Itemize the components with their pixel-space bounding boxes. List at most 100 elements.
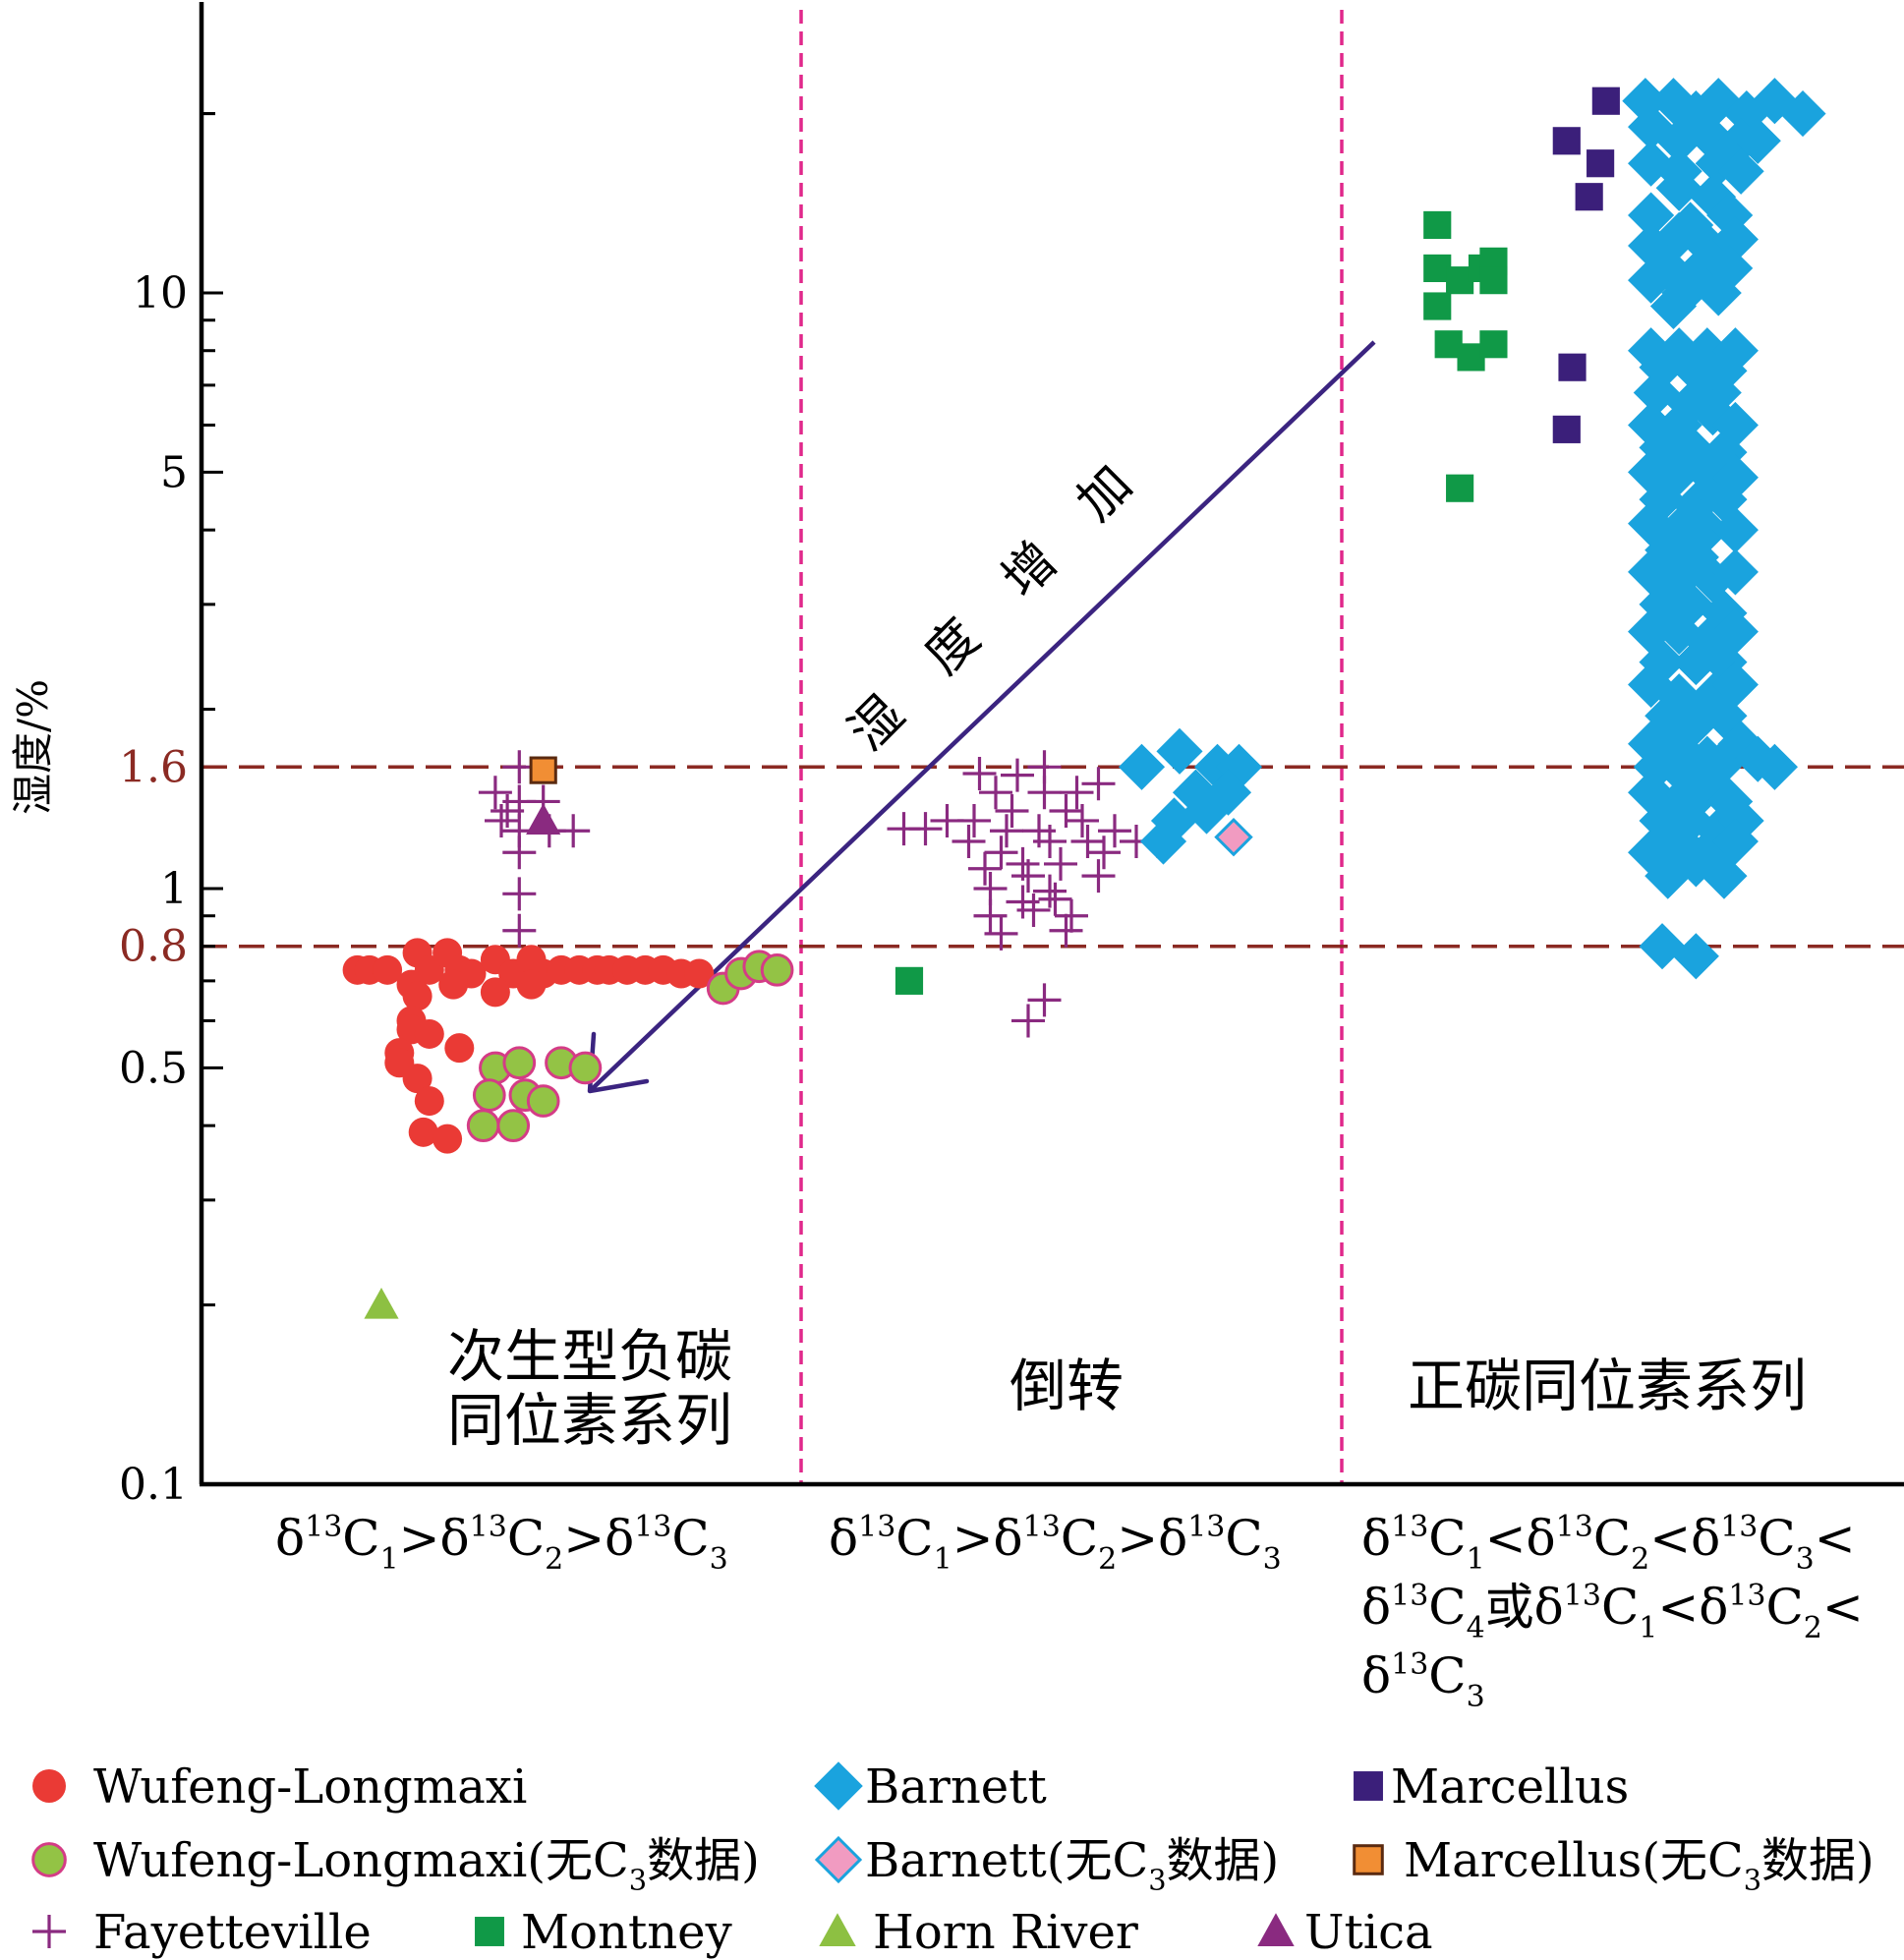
series-barnett <box>1118 78 1826 980</box>
series-utica <box>526 803 561 836</box>
legend-label: Barnett(无C3数据) <box>865 1833 1279 1896</box>
data-point <box>1695 269 1742 317</box>
data-point <box>466 1109 500 1143</box>
data-point <box>1591 86 1620 115</box>
data-point <box>1672 840 1719 888</box>
data-point <box>1479 266 1508 295</box>
data-point <box>1717 147 1764 195</box>
data-point <box>1214 817 1253 857</box>
data-point <box>1156 727 1203 775</box>
data-point <box>894 966 924 995</box>
data-point <box>433 1124 463 1154</box>
data-point <box>526 803 561 836</box>
data-point <box>373 954 403 985</box>
data-point <box>480 977 510 1008</box>
legend-marker <box>32 1769 66 1803</box>
series-marcellus <box>1552 86 1620 443</box>
data-point <box>529 756 557 784</box>
zone-title: 同位素系列 <box>447 1387 732 1454</box>
data-point <box>1587 149 1615 178</box>
data-point <box>556 814 591 848</box>
series-wufeng-longmaxi-c3- <box>466 950 794 1143</box>
data-point <box>1081 767 1116 801</box>
legend-item: Utica <box>1257 1905 1433 1960</box>
data-point <box>472 1078 506 1113</box>
data-point <box>1711 818 1759 865</box>
data-point <box>1060 776 1094 810</box>
data-point <box>1639 344 1686 391</box>
y-tick-label: 5 <box>160 447 188 497</box>
legend-item: Marcellus(无C3数据) <box>1353 1833 1875 1896</box>
data-point <box>502 836 537 870</box>
data-point <box>1423 210 1452 240</box>
legend-marker <box>475 1917 504 1946</box>
legend-item: Horn River <box>819 1905 1138 1960</box>
data-point <box>1552 415 1581 443</box>
zone-title: 倒转 <box>1010 1353 1124 1419</box>
data-point <box>1639 923 1686 970</box>
data-point <box>1628 448 1675 495</box>
data-point <box>984 916 1018 951</box>
data-point <box>957 803 991 837</box>
data-point <box>1649 282 1698 330</box>
axes <box>199 2 1904 1487</box>
data-point <box>1734 117 1781 164</box>
data-point <box>1711 548 1759 596</box>
data-point <box>1027 983 1062 1017</box>
legend-item: Barnett <box>814 1759 1047 1815</box>
y-tick-label: 1.6 <box>119 742 188 792</box>
series-horn-river <box>364 1287 399 1319</box>
data-point <box>908 812 943 846</box>
legend-marker <box>31 1842 67 1877</box>
legend-label: Utica <box>1304 1905 1433 1960</box>
data-point <box>526 1084 560 1118</box>
data-points <box>342 78 1826 1319</box>
data-point <box>402 1064 433 1094</box>
data-point <box>1701 476 1748 523</box>
data-point <box>1628 192 1675 239</box>
data-point <box>568 1051 603 1085</box>
data-point <box>1033 874 1067 908</box>
data-point <box>1011 1004 1045 1038</box>
data-point <box>979 776 1012 810</box>
data-point <box>438 969 469 1000</box>
data-point <box>496 1109 531 1143</box>
data-point <box>478 776 512 810</box>
legend-label: Marcellus <box>1391 1759 1629 1815</box>
data-point <box>1150 797 1198 844</box>
data-point <box>1423 292 1452 320</box>
data-point <box>1701 692 1748 739</box>
data-point <box>1779 90 1826 138</box>
data-point <box>1070 825 1105 859</box>
data-point <box>1667 581 1714 628</box>
zone-condition: δ13C1>δ13C2>δ13C3 <box>275 1510 728 1577</box>
data-point <box>414 1018 444 1049</box>
legend-marker <box>1257 1913 1295 1946</box>
reference-lines <box>202 765 1904 949</box>
data-point <box>968 851 1002 886</box>
data-point <box>1139 818 1187 865</box>
data-point <box>952 825 986 859</box>
data-point <box>408 1117 438 1147</box>
data-point <box>1044 846 1077 881</box>
data-point <box>990 814 1023 848</box>
legend-label: Fayetteville <box>93 1905 372 1960</box>
data-point <box>1711 215 1759 263</box>
data-point <box>502 913 537 948</box>
data-point <box>1055 898 1088 933</box>
data-point <box>1049 794 1083 829</box>
zone-condition: δ13C4或δ13C1<δ13C2< <box>1361 1579 1864 1645</box>
arrow-annotation-char: 湿 <box>837 684 915 762</box>
data-point <box>1552 127 1581 155</box>
legend-marker <box>1353 1844 1384 1875</box>
data-point <box>502 877 537 911</box>
series-montney <box>894 210 1508 995</box>
data-point <box>1655 164 1702 211</box>
legend-item: Wufeng-Longmaxi <box>32 1759 527 1815</box>
data-point <box>516 969 547 1000</box>
legend-marker <box>819 1913 856 1946</box>
data-point <box>1118 743 1166 790</box>
data-point <box>1672 639 1719 686</box>
y-tick-label: 0.5 <box>119 1043 188 1093</box>
